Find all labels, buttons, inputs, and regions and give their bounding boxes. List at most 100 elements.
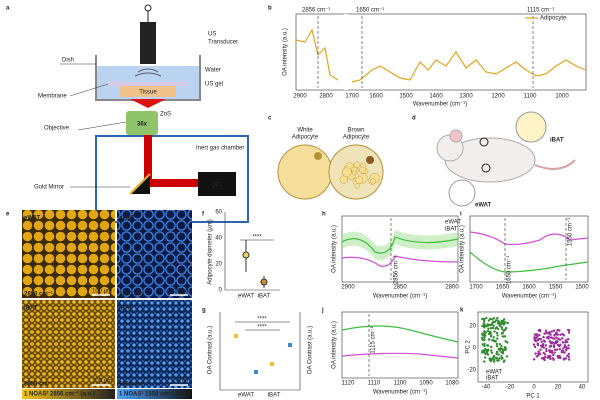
label: 1090: [419, 381, 433, 387]
pc-point: [485, 349, 489, 353]
label: Wavenumber (cm⁻¹): [373, 390, 427, 396]
label: PC 1: [526, 394, 540, 400]
label: 2856 cm⁻¹: [302, 8, 330, 14]
pc-point: [482, 322, 485, 325]
pc-point: [483, 336, 486, 339]
label: iBAT: [486, 376, 499, 382]
pc-point: [483, 348, 486, 352]
pc-point: [549, 336, 552, 339]
droplet: [359, 166, 367, 174]
label: ****: [252, 235, 262, 241]
pc-point: [488, 323, 491, 327]
panel-h-plot: [341, 215, 459, 283]
pc-point: [562, 347, 565, 350]
label: eWAT: [475, 203, 492, 209]
panel-f-plot: [224, 212, 280, 291]
label: 1110: [368, 381, 381, 387]
label: 20: [555, 385, 562, 391]
label: Wavenumber (cm⁻¹): [373, 294, 427, 300]
label: 0: [187, 392, 191, 398]
pc-point: [551, 357, 555, 360]
pc-point: [483, 351, 486, 354]
label: 2900: [341, 285, 355, 291]
pc-point: [492, 360, 496, 363]
pc-point: [495, 342, 499, 346]
label: Adipocyte: [343, 135, 370, 141]
pc-point: [498, 357, 501, 360]
pc-point: [505, 355, 509, 358]
pc-point: [485, 324, 488, 328]
panel-k-points: [480, 316, 571, 363]
pc-point: [568, 328, 571, 332]
pc-point: [567, 331, 571, 334]
pc-point: [490, 349, 493, 352]
pc-point: [552, 329, 556, 332]
pc-point: [487, 327, 490, 330]
pc-point: [558, 347, 562, 351]
label: 1550: [549, 285, 563, 291]
label: Transducer: [208, 40, 238, 46]
pc-point: [486, 329, 490, 333]
pc-point: [548, 349, 551, 353]
label: 1: [24, 392, 28, 398]
pc-point: [557, 337, 560, 341]
label: ZnS: [160, 112, 171, 118]
pc-point: [490, 345, 493, 349]
pc-point: [562, 351, 566, 354]
pc-point: [543, 332, 546, 335]
pc-point: [485, 316, 488, 320]
panel-letter: b: [268, 6, 272, 12]
pc-point: [539, 348, 542, 351]
pc-point: [488, 317, 492, 321]
pc-point: [497, 347, 500, 351]
pc-point: [502, 360, 506, 363]
label: 1120: [342, 381, 356, 387]
label: OA intensity (a.u.): [460, 225, 466, 273]
label: 1300: [459, 94, 473, 100]
pc-point: [555, 340, 559, 344]
label: White: [297, 128, 313, 134]
pc-point: [544, 344, 548, 347]
label: 1100: [524, 94, 538, 100]
label: 2800: [319, 94, 333, 100]
panel-c-droplets: [339, 156, 380, 189]
pc-point: [504, 340, 507, 343]
label: -40: [482, 385, 491, 391]
panel-j-plot: [341, 311, 459, 379]
pc-point: [491, 326, 495, 330]
label: 1080: [445, 381, 459, 387]
label: Wavenumber (cm⁻¹): [502, 294, 556, 300]
pc-point: [538, 333, 541, 337]
label: 0: [473, 346, 477, 352]
pc-point: [495, 331, 499, 335]
label: eWAT: [238, 393, 254, 399]
pc-point: [492, 316, 496, 320]
label: NOAS² 1550 cm⁻¹ (a.u.): [124, 391, 190, 398]
pc-point: [483, 356, 487, 359]
label: Membrane: [38, 94, 67, 100]
pc-point: [537, 350, 541, 353]
pc-point: [483, 338, 486, 341]
pc-point: [493, 358, 496, 361]
panel-k-plot: [477, 311, 589, 383]
pc-point: [544, 353, 547, 356]
label: PC 2: [466, 340, 472, 354]
label: 1400: [429, 94, 443, 100]
label: eWAT: [486, 370, 502, 376]
label: 1600: [369, 94, 383, 100]
label: -20: [467, 368, 476, 374]
pc-point: [492, 336, 495, 339]
pc-point: [496, 319, 500, 322]
pc-point: [486, 353, 490, 356]
label: 2856 cm⁻¹: [394, 256, 400, 284]
label: 1550 cm⁻¹: [568, 218, 574, 246]
pc-point: [564, 339, 568, 342]
pc-point: [567, 358, 571, 361]
pc-point: [490, 318, 494, 321]
label: Water: [205, 68, 221, 74]
pc-point: [567, 352, 570, 356]
pc-point: [534, 352, 537, 355]
panel-letter: d: [412, 116, 416, 122]
label: -20: [506, 385, 515, 391]
